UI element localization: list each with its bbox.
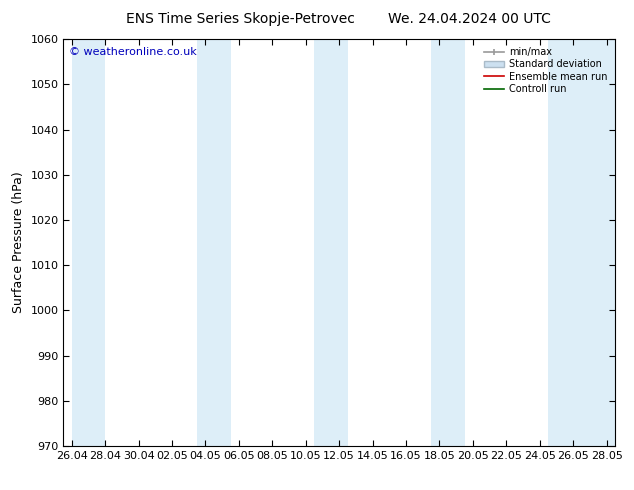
Bar	[431, 39, 465, 446]
Text: We. 24.04.2024 00 UTC: We. 24.04.2024 00 UTC	[388, 12, 550, 26]
Bar	[314, 39, 347, 446]
Bar	[548, 39, 615, 446]
Text: ENS Time Series Skopje-Petrovec: ENS Time Series Skopje-Petrovec	[126, 12, 356, 26]
Text: © weatheronline.co.uk: © weatheronline.co.uk	[69, 48, 197, 57]
Bar	[72, 39, 105, 446]
Legend: min/max, Standard deviation, Ensemble mean run, Controll run: min/max, Standard deviation, Ensemble me…	[481, 44, 610, 97]
Bar	[197, 39, 231, 446]
Y-axis label: Surface Pressure (hPa): Surface Pressure (hPa)	[12, 172, 25, 314]
